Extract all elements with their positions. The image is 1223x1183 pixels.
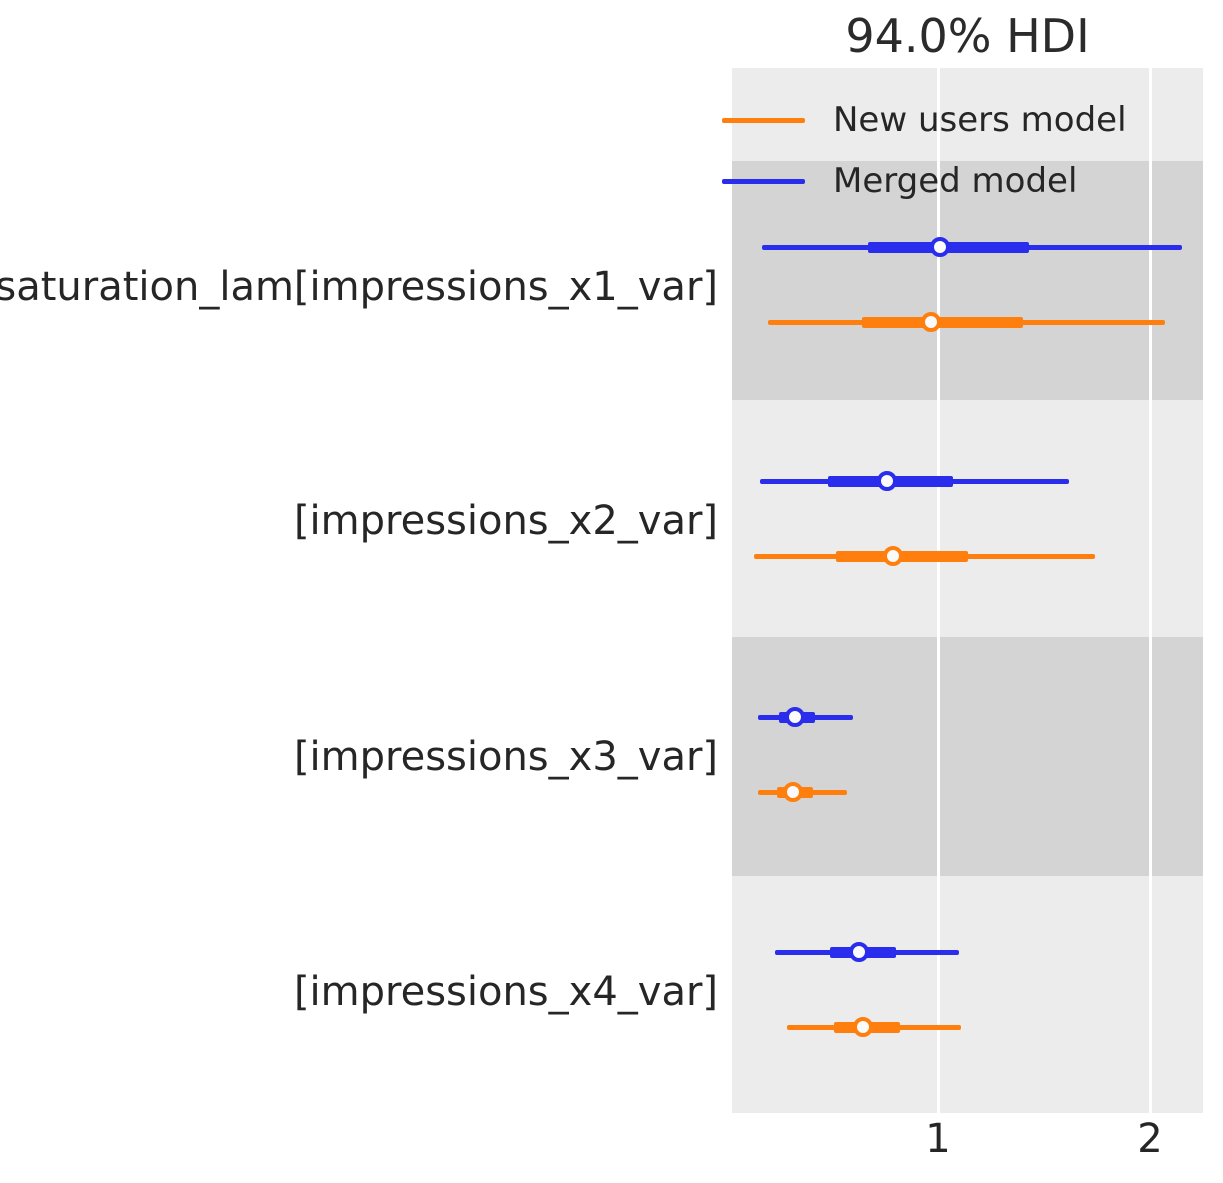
median-marker bbox=[882, 545, 903, 566]
row-shading-band bbox=[732, 161, 1203, 400]
median-marker bbox=[785, 707, 806, 727]
x-tick-label: 2 bbox=[1137, 1116, 1163, 1162]
new-users-model-line-swatch bbox=[722, 117, 805, 123]
median-marker bbox=[783, 782, 804, 802]
legend-label-new-users-model: New users model bbox=[833, 100, 1127, 140]
x-gridline bbox=[1148, 68, 1152, 1113]
plot-panel bbox=[732, 68, 1203, 1113]
row-shading-band bbox=[732, 637, 1203, 876]
legend-label-merged-model: Merged model bbox=[833, 161, 1078, 201]
plot-title: 94.0% HDI bbox=[845, 9, 1090, 63]
median-marker bbox=[929, 236, 950, 257]
x-tick-label: 1 bbox=[925, 1116, 951, 1162]
median-marker bbox=[921, 311, 942, 332]
x-gridline bbox=[936, 68, 940, 1113]
median-marker bbox=[853, 1017, 874, 1037]
interquartile-line bbox=[861, 316, 1023, 328]
y-axis-label: saturation_lam[impressions_x1_var] bbox=[0, 263, 718, 310]
y-axis-label: [impressions_x2_var] bbox=[293, 497, 718, 544]
merged-model-line-swatch bbox=[722, 178, 805, 184]
median-marker bbox=[849, 942, 870, 962]
y-axis-label: [impressions_x4_var] bbox=[293, 969, 718, 1015]
median-marker bbox=[876, 470, 897, 491]
y-axis-label: [impressions_x3_var] bbox=[293, 734, 718, 780]
